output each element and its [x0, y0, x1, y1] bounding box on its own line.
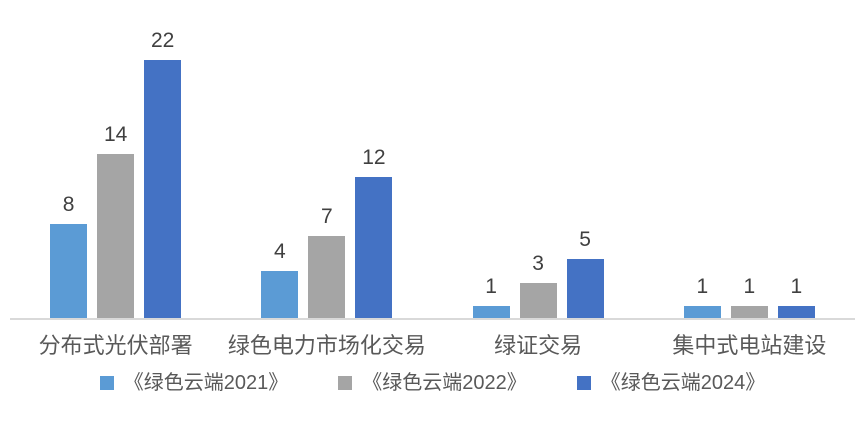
x-axis-labels: 分布式光伏部署 绿色电力市场化交易 绿证交易 集中式电站建设 — [10, 320, 855, 359]
bar-cell: 3 — [519, 251, 557, 318]
bar — [50, 224, 88, 318]
bar-value-label: 1 — [790, 275, 803, 298]
bar-cell: 1 — [730, 274, 768, 318]
bar — [261, 271, 299, 318]
bar — [730, 306, 768, 318]
legend-item-2022: 《绿色云端2022》 — [338, 371, 527, 395]
bar-value-label: 1 — [696, 275, 709, 298]
bar-group-1: 8 14 22 — [10, 2, 221, 318]
bar-value-label: 5 — [579, 228, 591, 251]
bar-value-label: 12 — [362, 146, 386, 169]
bar — [683, 306, 721, 318]
bar-value-label: 7 — [321, 205, 333, 228]
bar — [97, 154, 135, 318]
bar-cell: 22 — [144, 28, 182, 318]
bar-cell: 4 — [261, 239, 299, 318]
bar-value-label: 8 — [62, 193, 75, 216]
legend-swatch-2021 — [99, 376, 114, 390]
bar-cell: 1 — [472, 274, 510, 318]
bar-value-label: 4 — [274, 240, 286, 263]
bar-group-4: 1 1 1 — [644, 2, 855, 318]
legend-label-2022: 《绿色云端2022》 — [362, 372, 527, 394]
legend-item-2021: 《绿色云端2021》 — [99, 371, 289, 395]
bar — [566, 259, 604, 318]
legend-swatch-2022 — [338, 376, 353, 390]
bar-cell: 1 — [777, 274, 815, 318]
category-label-1: 分布式光伏部署 — [38, 333, 193, 358]
category-label-3: 绿证交易 — [494, 333, 583, 358]
bar-cell: 7 — [308, 204, 346, 318]
bar-value-label: 3 — [532, 252, 544, 275]
legend-label-2021: 《绿色云端2021》 — [123, 372, 289, 394]
bar — [355, 177, 393, 318]
bar — [144, 60, 182, 318]
bar-cell: 8 — [50, 192, 88, 318]
bar — [308, 236, 346, 318]
legend-swatch-2024 — [576, 376, 591, 390]
bar-cell: 14 — [97, 122, 135, 318]
bar-value-label: 1 — [485, 275, 497, 298]
bar — [777, 306, 815, 318]
bar-group-2: 4 7 12 — [221, 2, 432, 318]
bar-cell: 5 — [566, 227, 604, 318]
legend-label-2024: 《绿色云端2024》 — [600, 372, 766, 394]
bar — [472, 306, 510, 318]
bar-cell: 12 — [355, 145, 393, 318]
bar-group-3: 1 3 5 — [433, 2, 644, 318]
legend-item-2024: 《绿色云端2024》 — [576, 371, 766, 395]
legend: 《绿色云端2021》 《绿色云端2022》 《绿色云端2024》 — [0, 371, 865, 395]
category-label-4: 集中式电站建设 — [672, 333, 827, 358]
plot-area: 8 14 22 4 7 12 1 3 5 1 1 1 — [10, 2, 855, 320]
bar-value-label: 14 — [103, 123, 128, 146]
bar — [519, 283, 557, 318]
bar-cell: 1 — [683, 274, 721, 318]
bar-value-label: 1 — [743, 275, 756, 298]
category-label-2: 绿色电力市场化交易 — [227, 333, 426, 358]
bar-value-label: 22 — [150, 29, 175, 52]
